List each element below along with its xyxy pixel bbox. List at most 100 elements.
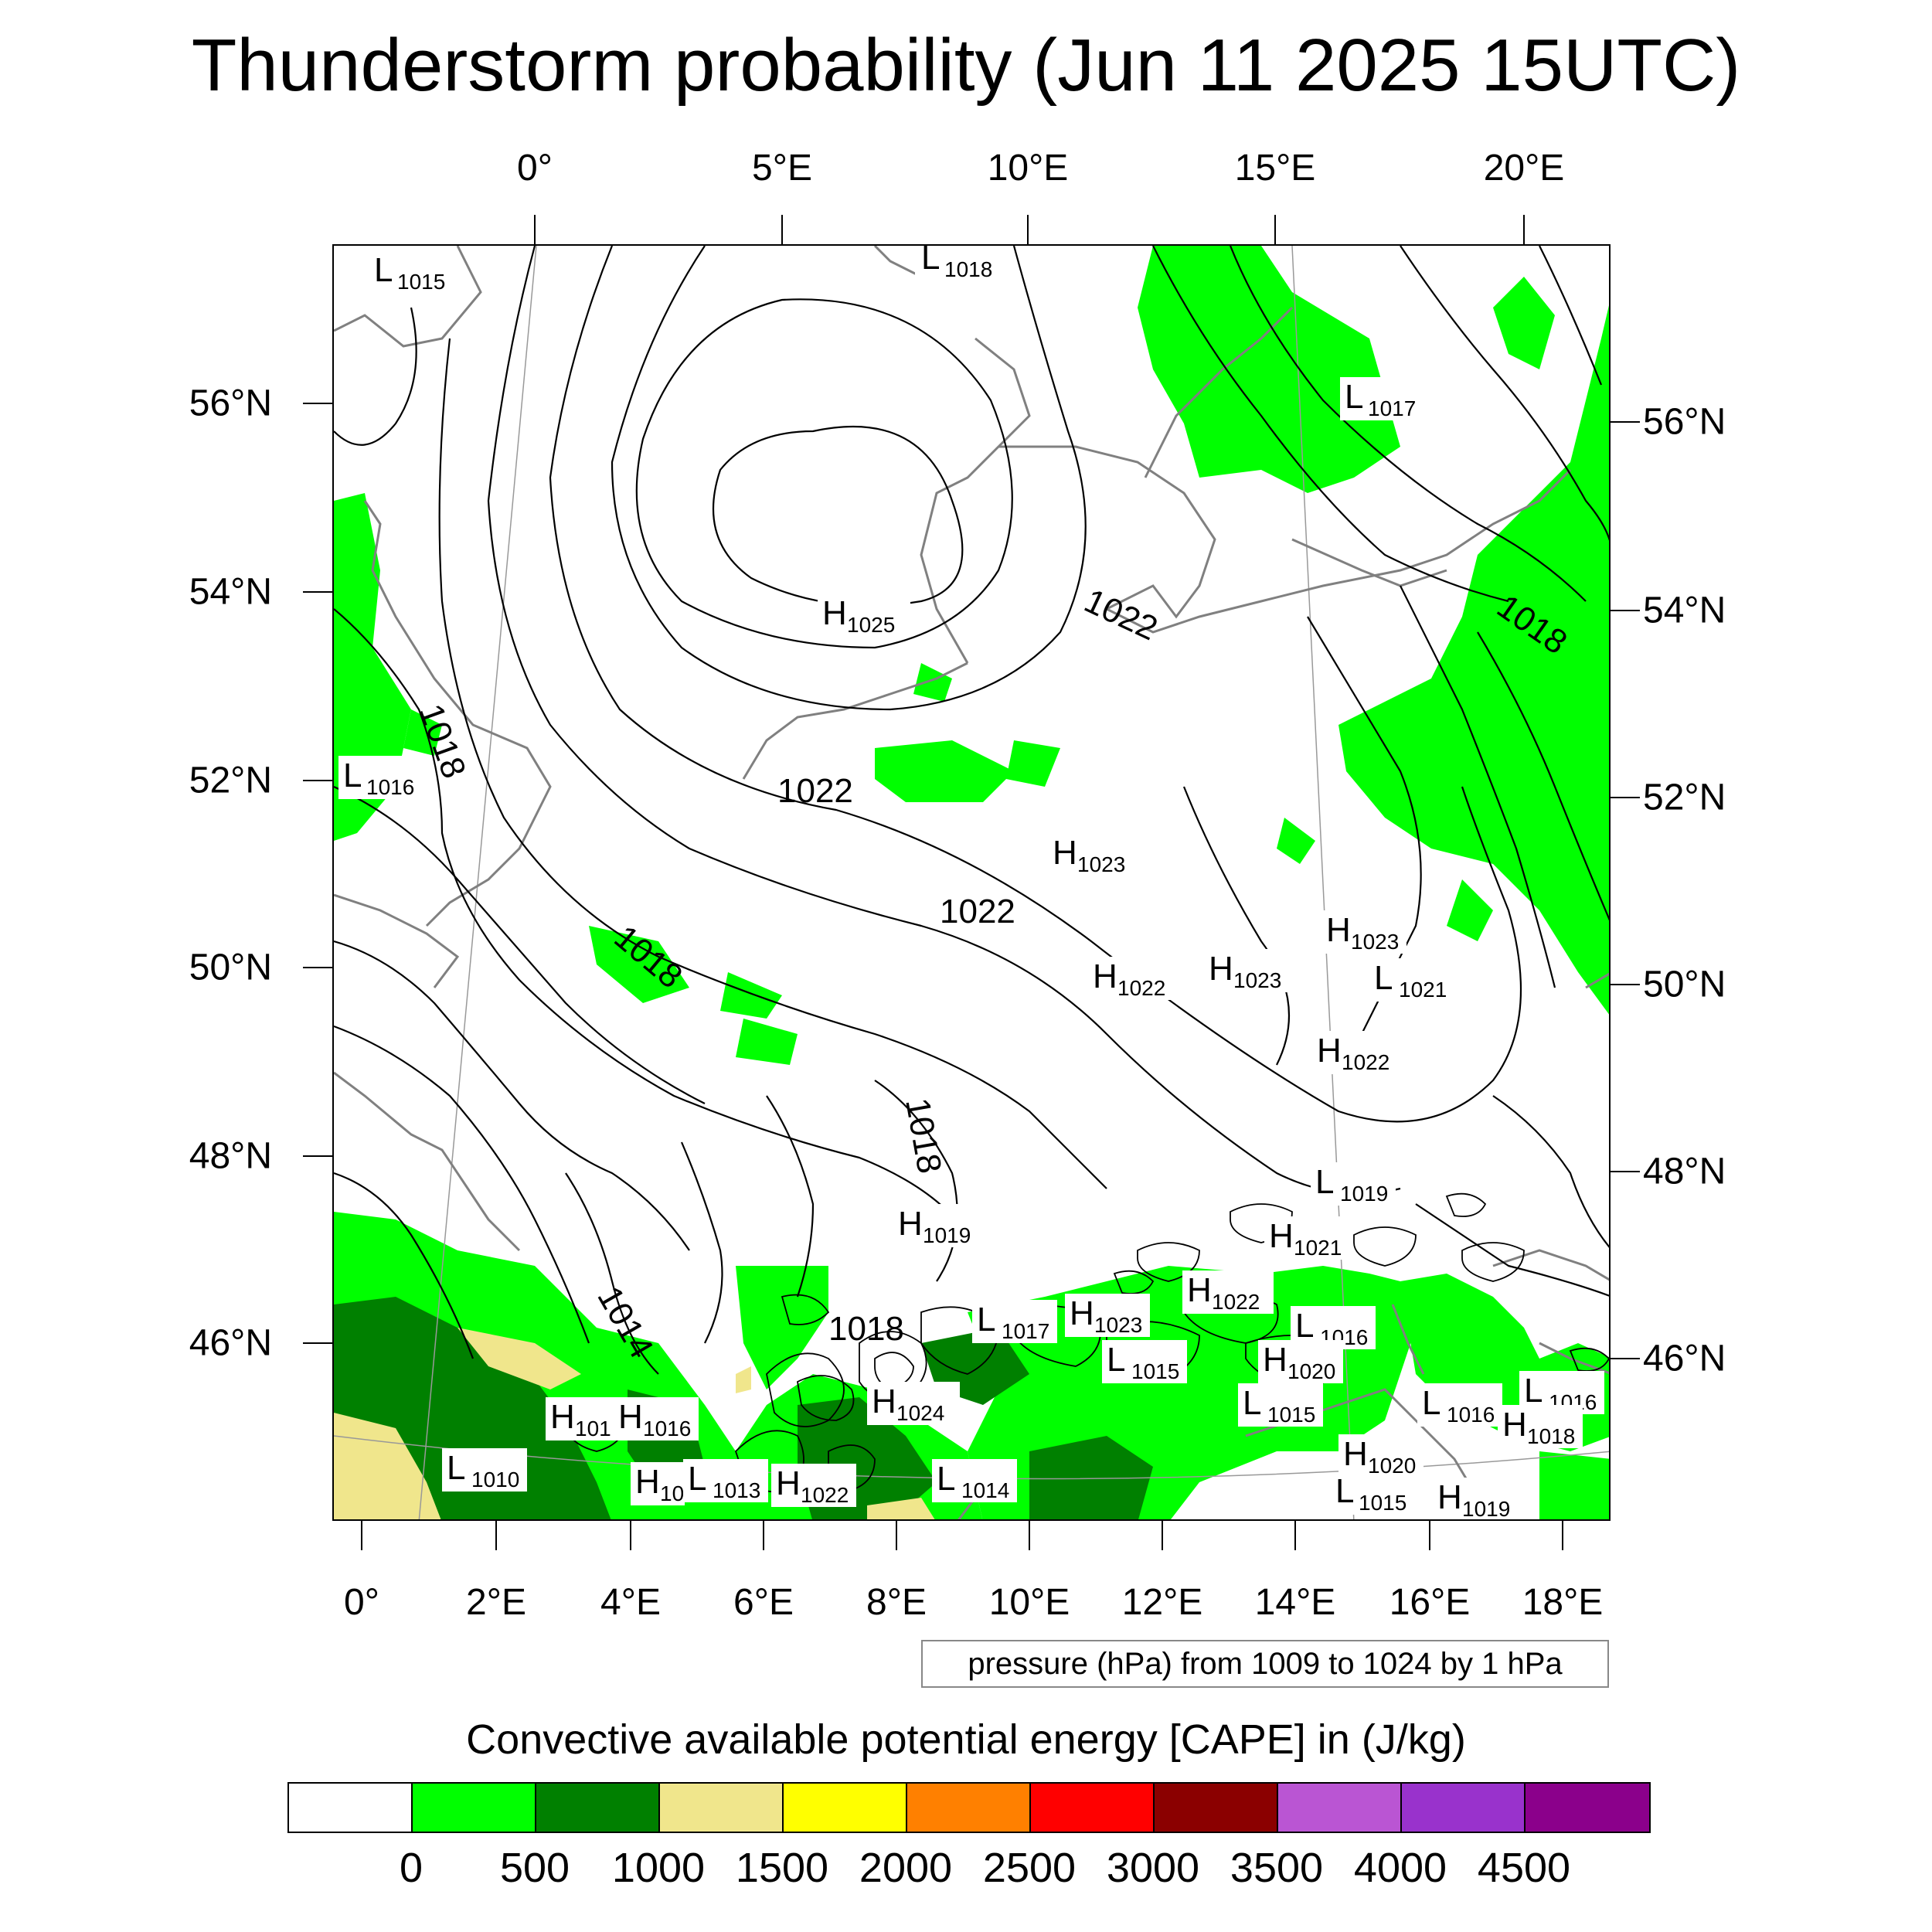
svg-text:H: H	[776, 1464, 801, 1502]
svg-text:1014: 1014	[961, 1478, 1009, 1502]
top-lon-label: 15°E	[1234, 148, 1316, 189]
map-title: Thunderstorm probability (Jun 11 2025 15…	[191, 24, 1741, 107]
pressure-center: H 1016	[614, 1397, 699, 1440]
svg-text:L: L	[688, 1460, 706, 1498]
cape-area	[403, 709, 442, 756]
cape-area	[867, 1498, 935, 1519]
isobar-label: 1022	[777, 772, 853, 810]
bottom-lon-label: 18°E	[1522, 1582, 1604, 1623]
pressure-center: H 1022	[1088, 957, 1173, 1000]
pressure-center: H 101	[546, 1397, 620, 1440]
right-lat-label: 46°N	[1643, 1338, 1726, 1379]
colorbar-swatch	[1031, 1784, 1155, 1832]
svg-text:L: L	[1243, 1384, 1261, 1422]
svg-text:1022: 1022	[1212, 1290, 1260, 1314]
cape-area	[1393, 740, 1470, 818]
svg-text:H: H	[1502, 1406, 1527, 1444]
svg-text:1023: 1023	[1233, 968, 1281, 992]
cape-area	[720, 972, 782, 1019]
svg-text:1021: 1021	[1399, 978, 1447, 1002]
svg-text:1021: 1021	[1294, 1236, 1342, 1260]
colorbar-tick-label: 1500	[735, 1845, 829, 1891]
pressure-center: L 1010	[442, 1448, 527, 1492]
cape-area	[1138, 246, 1400, 493]
svg-text:1020: 1020	[1287, 1359, 1335, 1383]
cape-area	[1277, 818, 1315, 864]
pressure-center: H 1023	[1204, 949, 1289, 992]
svg-text:1018: 1018	[944, 257, 992, 281]
svg-text:1013: 1013	[713, 1478, 760, 1502]
top-lon-label: 10°E	[987, 148, 1069, 189]
left-lat-label: 48°N	[189, 1135, 272, 1177]
cape-area	[334, 493, 411, 841]
svg-text:L: L	[1335, 1472, 1354, 1510]
svg-text:H: H	[550, 1398, 575, 1436]
svg-text:1020: 1020	[1368, 1454, 1416, 1478]
isobar-label: 1018	[898, 1095, 948, 1176]
svg-text:H: H	[1093, 957, 1117, 995]
svg-text:1015: 1015	[1359, 1491, 1406, 1515]
cape-area	[1493, 277, 1555, 369]
svg-text:L: L	[374, 251, 393, 289]
svg-text:1019: 1019	[1340, 1182, 1388, 1206]
pressure-center: H 1024	[867, 1382, 960, 1425]
pressure-center: H 1020	[1338, 1434, 1423, 1478]
right-lat-label: 54°N	[1643, 590, 1726, 631]
pressure-center: L 1015	[1102, 1340, 1187, 1383]
svg-text:1025: 1025	[847, 613, 895, 637]
colorbar-swatch	[660, 1784, 784, 1832]
colorbar-tick-label: 2500	[982, 1845, 1077, 1891]
bottom-lon-label: 12°E	[1121, 1582, 1203, 1623]
top-lon-label: 5°E	[752, 148, 812, 189]
contour-info-box: pressure (hPa) from 1009 to 1024 by 1 hP…	[921, 1640, 1609, 1688]
svg-text:1016: 1016	[1447, 1403, 1495, 1427]
colorbar-swatch	[1155, 1784, 1278, 1832]
pressure-center: H 1023	[1048, 833, 1133, 876]
svg-text:H: H	[872, 1383, 896, 1420]
svg-text:1023: 1023	[1094, 1313, 1142, 1337]
svg-text:H: H	[1269, 1217, 1294, 1255]
colorbar	[287, 1782, 1651, 1833]
pressure-center: H 1019	[1433, 1478, 1518, 1519]
bottom-lon-label: 16°E	[1389, 1582, 1471, 1623]
pressure-center: H 1019	[893, 1204, 978, 1247]
colorbar-tick-label: 2000	[859, 1845, 953, 1891]
cape-area	[736, 1266, 828, 1389]
map-panel[interactable]: 1018 1022 1022 1018 1022 1018 1018 1014 …	[332, 244, 1611, 1521]
colorbar-tick-label: 1000	[611, 1845, 706, 1891]
right-lat-label: 52°N	[1643, 777, 1726, 818]
colorbar-tick-label: 3500	[1230, 1845, 1324, 1891]
colorbar-tick-label: 0	[399, 1845, 423, 1891]
svg-text:1019: 1019	[923, 1223, 971, 1247]
svg-text:1015: 1015	[1267, 1403, 1315, 1427]
colorbar-swatch	[1526, 1784, 1649, 1832]
colorbar-swatch	[784, 1784, 907, 1832]
cape-area	[875, 740, 1014, 802]
pressure-center: H 1018	[1498, 1405, 1583, 1448]
svg-text:H: H	[1263, 1341, 1287, 1379]
svg-text:L: L	[921, 246, 940, 277]
pressure-center: H 1023	[1065, 1294, 1150, 1337]
svg-text:H: H	[1326, 911, 1351, 949]
svg-text:L: L	[1345, 378, 1363, 416]
isobar-label: 1022	[940, 893, 1015, 930]
colorbar-title: Convective available potential energy [C…	[466, 1716, 1466, 1763]
colorbar-swatch	[289, 1784, 413, 1832]
bottom-lon-label: 14°E	[1254, 1582, 1336, 1623]
svg-text:1016: 1016	[366, 775, 414, 799]
colorbar-tick-label: 500	[499, 1845, 570, 1891]
svg-text:1017: 1017	[1002, 1319, 1049, 1343]
pressure-center: L 1016	[338, 756, 423, 799]
pressure-center: L 1018	[915, 246, 1000, 283]
svg-text:1018: 1018	[1527, 1424, 1575, 1448]
right-lat-label: 48°N	[1643, 1151, 1726, 1192]
svg-text:1022: 1022	[1342, 1050, 1389, 1074]
colorbar-tick-label: 4000	[1353, 1845, 1447, 1891]
top-lon-label: 0°	[517, 148, 553, 189]
svg-text:1022: 1022	[801, 1483, 849, 1507]
colorbar-swatch	[1402, 1784, 1526, 1832]
pressure-center: H 1020	[1258, 1340, 1343, 1383]
cape-area	[913, 663, 952, 702]
pressure-center: L 1015	[1331, 1472, 1406, 1515]
svg-text:L: L	[1524, 1372, 1543, 1410]
